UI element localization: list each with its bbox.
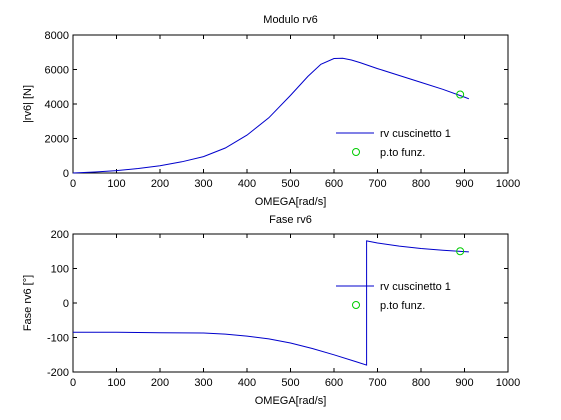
x-tick-label: 300 [194,178,212,190]
x-tick-label: 0 [70,377,76,389]
x-tick-label: 300 [194,377,212,389]
x-tick-label: 800 [412,178,430,190]
x-tick-label: 700 [368,377,386,389]
series-line [72,57,470,174]
tick-group: 0 100 200 300 400 500 600 700 800 900 1000 0 2000 400… [45,30,521,190]
legend: rv cuscinetto 1 p.to funz. [336,281,451,312]
x-axis-label: OMEGA[rad/s] [255,196,327,208]
x-tick-label: 500 [281,178,299,190]
legend-marker-swatch [352,301,360,309]
chart-title: Modulo rv6 [263,14,317,26]
chart-title: Fase rv6 [269,214,312,226]
chart-modulo: Modulo rv6 OMEGA[rad/s] |rv6| [N] 0 100 20… [22,14,520,208]
y-tick-label: 8000 [45,30,69,42]
x-tick-label: 200 [151,178,169,190]
y-tick-label: 100 [51,264,69,276]
x-tick-label: 200 [151,377,169,389]
y-tick-label: 2000 [45,134,69,146]
y-tick-label: -100 [47,333,69,345]
x-tick-label: 900 [455,178,473,190]
y-tick-label: 6000 [45,65,69,77]
y-tick-label: 200 [51,229,69,241]
x-tick-label: 100 [107,178,125,190]
legend-marker-swatch [352,148,360,156]
y-axis-label: Fase rv6 [°] [22,275,34,331]
legend: rv cuscinetto 1 p.to funz. [336,128,451,159]
tick-group: 0 100 200 300 400 500 600 700 800 900 1000-200-100… [47,229,520,389]
plot-area [72,233,509,373]
legend-label: rv cuscinetto 1 [380,281,451,293]
x-tick-label: 400 [238,178,256,190]
series-marker [456,247,465,256]
x-tick-label: 900 [455,377,473,389]
x-tick-label: 1000 [496,377,520,389]
x-tick-label: 800 [412,377,430,389]
x-tick-label: 100 [107,377,125,389]
x-tick-label: 600 [325,377,343,389]
legend-label: rv cuscinetto 1 [380,128,451,140]
y-tick-label: 0 [63,298,69,310]
plot-area [72,34,509,174]
x-tick-label: 1000 [496,178,520,190]
x-tick-label: 0 [70,178,76,190]
y-axis-label: |rv6| [N] [22,85,34,123]
legend-label: p.to funz. [380,300,425,312]
series-line [73,240,469,366]
series-group [72,57,470,174]
x-tick-label: 700 [368,178,386,190]
y-tick-label: -200 [47,367,69,379]
series-group [73,240,469,366]
legend-label: p.to funz. [380,147,425,159]
x-tick-label: 500 [281,377,299,389]
chart-fase: Fase rv6 OMEGA[rad/s] Fase rv6 [°] 0 100 2… [22,214,520,407]
x-tick-label: 400 [238,377,256,389]
x-axis-label: OMEGA[rad/s] [255,395,327,407]
y-tick-label: 0 [63,168,69,180]
y-tick-label: 4000 [45,99,69,111]
x-tick-label: 600 [325,178,343,190]
series-marker [456,90,465,99]
